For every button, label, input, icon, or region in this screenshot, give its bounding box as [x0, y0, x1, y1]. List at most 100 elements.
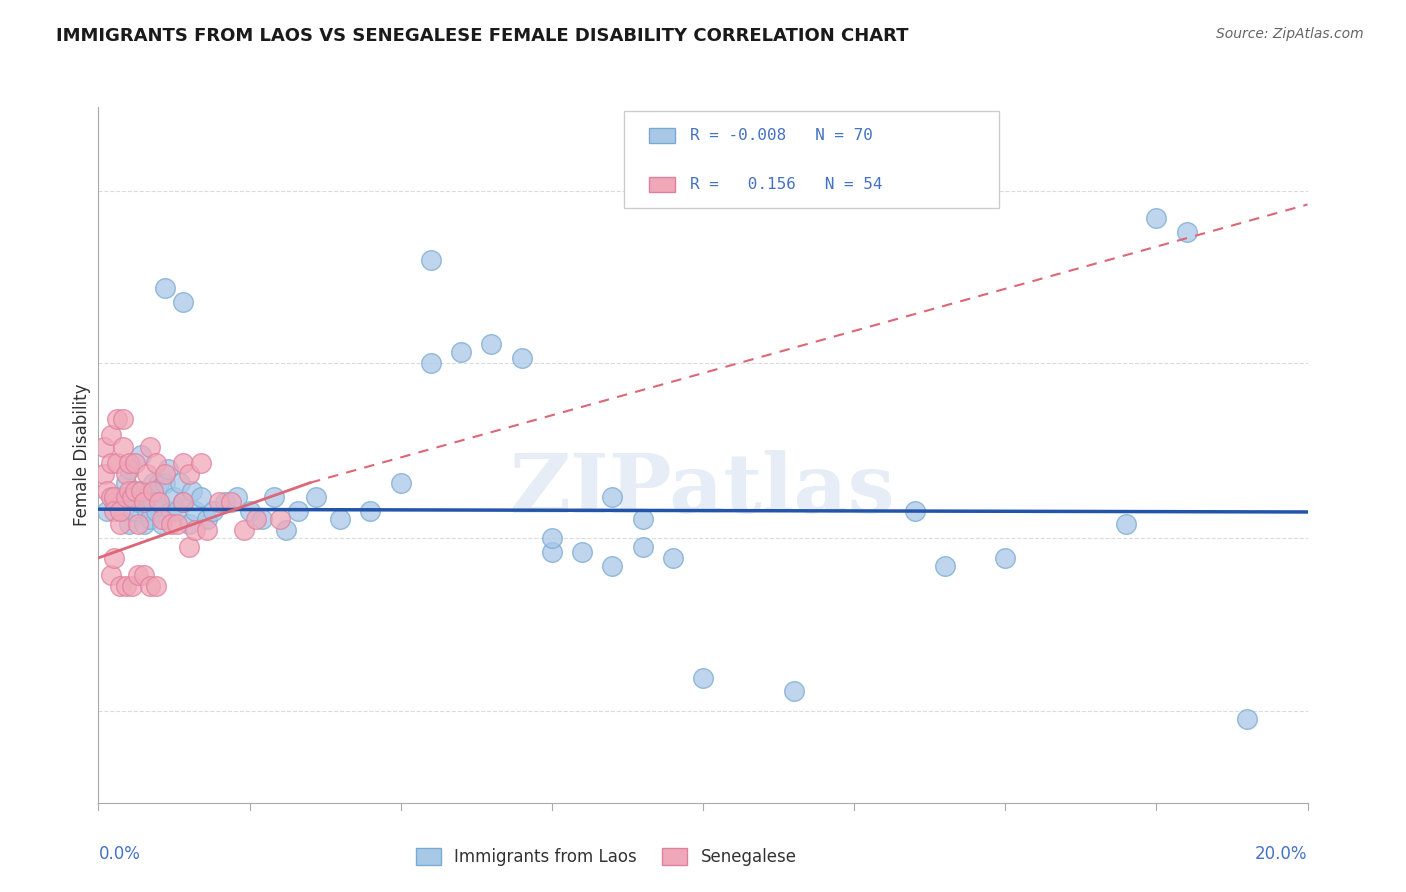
Point [602, 490, 624, 504]
Point [156, 462, 179, 476]
Point [135, 503, 157, 517]
Point [450, 345, 472, 359]
Point [127, 495, 149, 509]
Point [1175, 225, 1198, 239]
Point [100, 428, 122, 442]
Point [250, 512, 273, 526]
Point [163, 490, 186, 504]
Text: 0.0%: 0.0% [98, 845, 141, 863]
FancyBboxPatch shape [648, 128, 675, 144]
Point [239, 503, 262, 517]
Point [782, 684, 804, 698]
Point [129, 484, 152, 499]
Point [904, 503, 927, 517]
Point [202, 503, 225, 517]
Point [160, 517, 183, 532]
Point [184, 523, 207, 537]
Y-axis label: Female Disability: Female Disability [73, 384, 91, 526]
Point [420, 253, 443, 268]
Point [1236, 712, 1258, 726]
Point [103, 490, 125, 504]
Point [274, 523, 297, 537]
Point [602, 559, 624, 574]
Point [96, 503, 118, 517]
Point [135, 490, 157, 504]
Point [389, 475, 412, 490]
Point [692, 671, 714, 685]
FancyBboxPatch shape [624, 111, 1000, 208]
Point [172, 456, 194, 470]
Point [103, 495, 125, 509]
Point [172, 495, 194, 509]
Point [118, 456, 141, 470]
Point [420, 356, 443, 370]
Point [132, 567, 155, 582]
Point [93, 467, 115, 482]
Point [166, 517, 188, 532]
Point [305, 490, 328, 504]
Legend: Immigrants from Laos, Senegalese: Immigrants from Laos, Senegalese [408, 839, 804, 874]
Point [100, 567, 122, 582]
Point [118, 484, 141, 499]
Point [329, 512, 352, 526]
Point [172, 495, 194, 509]
Point [245, 512, 267, 526]
Point [263, 490, 285, 504]
Point [139, 440, 162, 454]
Point [145, 456, 167, 470]
Point [108, 579, 131, 593]
Point [127, 567, 149, 582]
Point [150, 517, 173, 532]
Point [190, 490, 212, 504]
Point [232, 523, 254, 537]
Point [121, 579, 143, 593]
Point [142, 495, 165, 509]
Point [105, 456, 128, 470]
Point [934, 559, 956, 574]
Point [108, 490, 131, 504]
Point [214, 495, 236, 509]
Point [631, 512, 654, 526]
Point [190, 456, 212, 470]
Point [114, 475, 136, 490]
Point [179, 540, 201, 554]
Point [287, 503, 309, 517]
Text: IMMIGRANTS FROM LAOS VS SENEGALESE FEMALE DISABILITY CORRELATION CHART: IMMIGRANTS FROM LAOS VS SENEGALESE FEMAL… [56, 27, 908, 45]
Point [114, 490, 136, 504]
Point [121, 503, 143, 517]
Point [135, 467, 157, 482]
Text: ZIPatlas: ZIPatlas [510, 450, 896, 530]
Point [114, 579, 136, 593]
Point [148, 475, 170, 490]
Point [111, 503, 134, 517]
Point [160, 503, 183, 517]
Point [195, 523, 218, 537]
Point [631, 540, 654, 554]
Point [127, 517, 149, 532]
Point [481, 336, 503, 351]
Point [226, 490, 249, 504]
Point [179, 467, 201, 482]
Point [124, 484, 146, 499]
Point [96, 484, 118, 499]
Point [169, 475, 191, 490]
Point [103, 503, 125, 517]
Point [153, 475, 176, 490]
Point [121, 490, 143, 504]
Point [124, 456, 146, 470]
Point [105, 411, 128, 425]
Text: 20.0%: 20.0% [1256, 845, 1308, 863]
Point [132, 517, 155, 532]
Point [1115, 517, 1137, 532]
Point [145, 579, 167, 593]
Point [360, 503, 382, 517]
Point [108, 517, 131, 532]
Point [114, 467, 136, 482]
Point [139, 512, 162, 526]
Point [195, 512, 218, 526]
Point [184, 503, 207, 517]
Point [172, 294, 194, 309]
Point [111, 411, 134, 425]
Point [208, 495, 231, 509]
Point [142, 484, 165, 499]
